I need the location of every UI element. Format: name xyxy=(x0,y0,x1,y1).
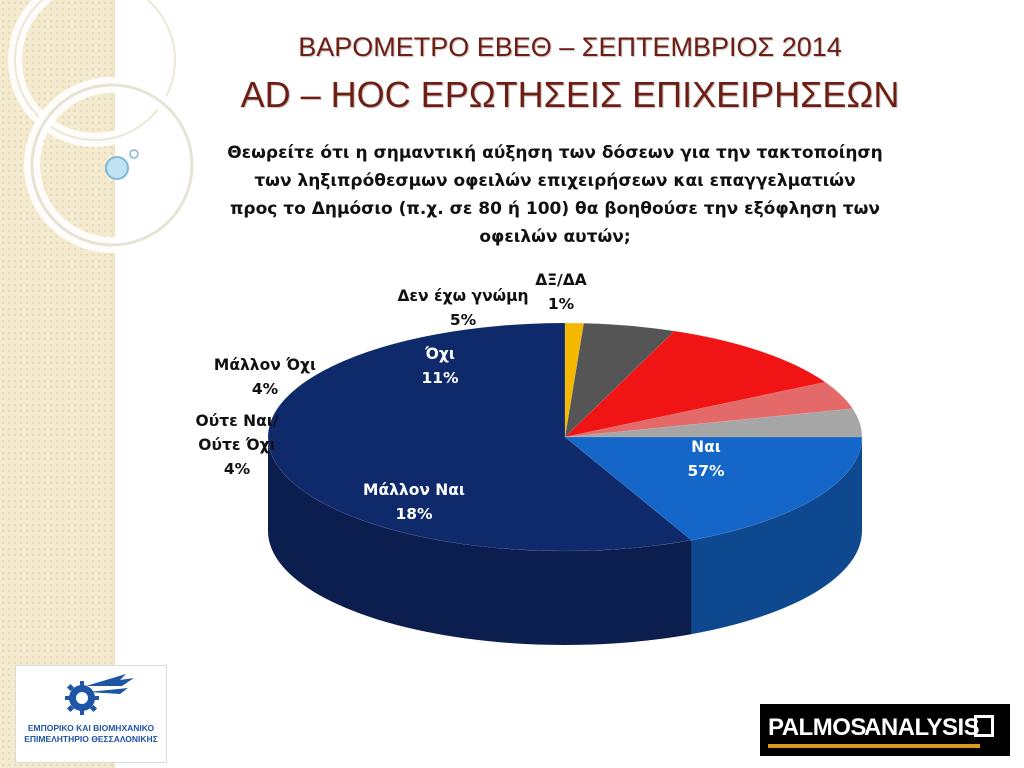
pie-slice-oxi xyxy=(564,330,826,438)
palmos-wordmark: PALMOS xyxy=(768,714,866,741)
slice-label-mallon-oxi: Μάλλον Όχι 4% xyxy=(214,356,316,398)
palmos-square-icon xyxy=(974,715,994,737)
pie-side-mallon-nai xyxy=(691,437,862,635)
slice-label-oute-oute: Ούτε Ναι/Ούτε Όχι 4% xyxy=(196,412,279,478)
palmos-analysis-logo: PALMOS ANALYSIS xyxy=(760,704,1010,756)
side-strip-edge xyxy=(112,0,115,768)
pie-slice-mallon-nai xyxy=(564,436,863,541)
slice-label-oxi: Όχι 11% xyxy=(421,345,459,387)
slice-label-dk-na: ΔΞ/ΔΑ 1% xyxy=(535,271,586,313)
question-line: Θεωρείτε ότι η σημαντική αύξηση των δόσε… xyxy=(227,143,883,163)
pie-slice-mallon-oxi xyxy=(564,381,854,438)
decorative-circles xyxy=(8,0,200,253)
question-line: προς το Δημόσιο (π.χ. σε 80 ή 100) θα βο… xyxy=(229,199,880,219)
slice-label-den-exo-gnomi: Δεν έχω γνώμη 5% xyxy=(397,287,528,329)
ebeth-emblem-icon xyxy=(65,674,134,715)
chart-question: Θεωρείτε ότι η σημαντική αύξηση των δόσε… xyxy=(205,139,905,251)
pie-top xyxy=(267,322,863,552)
slice-label-nai: Ναι 57% xyxy=(687,438,725,480)
pie-side-nai xyxy=(268,437,692,645)
ebeth-logo: ΕΜΠΟΡΙΚΟ ΚΑΙ ΒΙΟΜΗΧΑΝΙΚΟ ΕΠΙΜΕΛΗΤΗΡΙΟ ΘΕ… xyxy=(15,665,167,763)
slide-title: ΒΑΡΟΜΕΤΡΟ ΕΒΕΘ – ΣΕΠΤΕΜΒΡΙΟΣ 2014 xyxy=(298,32,842,62)
pie-sides xyxy=(268,437,862,645)
pie-slice-nai xyxy=(267,322,693,552)
palmos-tagline-bar xyxy=(768,744,980,748)
question-line: οφειλών αυτών; xyxy=(479,227,631,247)
ebeth-name-line1: ΕΜΠΟΡΙΚΟ ΚΑΙ ΒΙΟΜΗΧΑΝΙΚΟ xyxy=(27,723,155,733)
pie-slice-dk-na xyxy=(564,322,584,438)
pie-slice-oute-oute xyxy=(564,408,863,438)
ebeth-name-line2: ΕΠΙΜΕΛΗΤΗΡΙΟ ΘΕΣΣΑΛΟΝΙΚΗΣ xyxy=(24,734,158,744)
analysis-wordmark: ANALYSIS xyxy=(864,714,980,741)
slice-label-mallon-nai: Μάλλον Ναι 18% xyxy=(363,481,465,523)
question-line: των ληξιπρόθεσμων οφειλών επιχειρήσεων κ… xyxy=(254,171,856,191)
pie-slice-den-exo-gnomi xyxy=(564,322,675,438)
slide-subtitle: AD – HOC ΕΡΩΤΗΣΕΙΣ ΕΠΙΧΕΙΡΗΣΕΩΝ xyxy=(240,74,900,115)
pie-labels: Ναι 57% Μάλλον Ναι 18% Ούτε Ναι/Ούτε Όχι 4% Μά… xyxy=(196,271,725,523)
